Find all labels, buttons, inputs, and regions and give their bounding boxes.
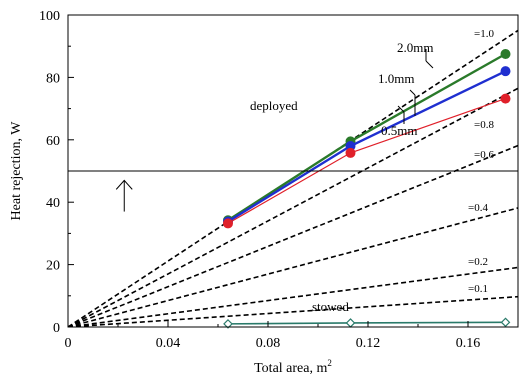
emissivity-line	[68, 144, 519, 327]
arrow-head	[115, 179, 133, 190]
label-deployed: deployed	[250, 98, 298, 113]
series-line	[227, 321, 506, 325]
data-point	[223, 319, 233, 329]
label-2mm: 2.0mm	[397, 40, 433, 55]
y-tick-label: 60	[46, 134, 60, 149]
emissivity-label: =0.6	[474, 149, 494, 161]
emissivity-line	[68, 295, 519, 327]
x-tick-label: 0.08	[256, 336, 281, 351]
emissivity-line	[68, 29, 519, 327]
data-point	[500, 49, 511, 59]
label-1mm: 1.0mm	[378, 71, 414, 86]
x-tick-label: 0.12	[356, 336, 381, 351]
data-point	[500, 317, 511, 328]
data-point	[345, 141, 356, 152]
pointer-lines	[397, 49, 434, 124]
emissivity-label: =0.4	[468, 202, 488, 214]
axis-ticks: 0 0.04 0.08 0.12 0.16 0 20 40 60 80 100	[39, 9, 480, 351]
emissivity-label: =0.1	[468, 283, 488, 295]
y-tick-label: 0	[53, 321, 60, 336]
data-series	[223, 49, 511, 329]
emissivity-label: =0.2	[468, 256, 488, 268]
data-point	[500, 93, 511, 104]
x-tick-label: 0.16	[456, 336, 481, 351]
y-tick-label: 40	[46, 196, 60, 211]
data-point	[345, 318, 356, 328]
label-05mm: 0.5mm	[381, 123, 417, 138]
data-point	[223, 218, 233, 229]
emissivity-line	[68, 266, 519, 327]
data-point	[500, 66, 511, 77]
emissivity-label: =1.0	[474, 28, 494, 40]
x-axis-label: Total area, m2	[254, 358, 332, 376]
series-line	[227, 98, 506, 224]
y-tick-label: 20	[46, 259, 60, 274]
emissivity-lines	[68, 29, 519, 327]
y-axis-label: Heat rejection, W	[9, 121, 24, 221]
x-tick-label: 0	[65, 336, 72, 351]
emissivity-label: =0.8	[474, 119, 494, 131]
data-point	[345, 147, 356, 158]
label-stowed: stowed	[312, 299, 349, 314]
y-tick-label: 100	[39, 9, 60, 24]
x-tick-label: 0.04	[156, 336, 181, 351]
y-tick-label: 80	[46, 71, 60, 86]
emissivity-line	[68, 207, 519, 327]
emissivity-line	[68, 87, 519, 327]
